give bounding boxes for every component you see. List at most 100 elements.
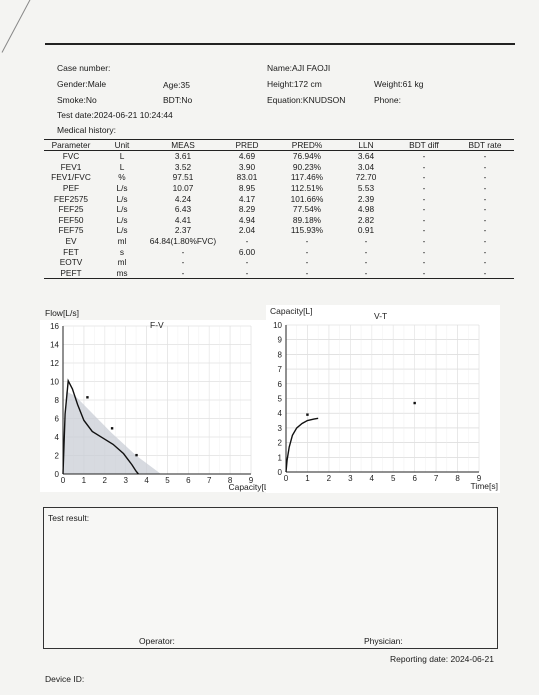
table-cell: L/s (116, 225, 128, 236)
column-header: PRED% (274, 139, 340, 151)
table-cell: 101.66% (290, 193, 324, 204)
x-tick-label: 3 (123, 476, 128, 485)
y-tick-label: 3 (278, 424, 283, 433)
y-tick-label: 10 (50, 378, 59, 387)
table-row: FEV1/FVC% 97.51 83.01 117.46% 72.70 - - (44, 172, 514, 183)
predicted-area (63, 391, 161, 474)
reporting-date: Reporting date: 2024-06-21 (390, 654, 494, 664)
table-cell: FEF2575 (53, 193, 89, 204)
table-cell: PEF (62, 183, 80, 194)
table-cell: 2.37 (174, 225, 192, 236)
table-cell: 3.52 (174, 161, 192, 172)
operator-label: Operator: (139, 636, 175, 646)
table-cell: 8.95 (238, 183, 256, 194)
column-header: BDT rate (456, 139, 514, 151)
table-cell: 3.04 (357, 161, 375, 172)
table-cell: - (422, 257, 426, 268)
table-cell: - (483, 183, 487, 194)
table-cell: 72.70 (355, 172, 377, 183)
pred-point (413, 401, 416, 405)
table-body: FVC L 3.61 4.69 76.94% 3.64- - FEV1 L 3.52 3.90 90.… (44, 151, 514, 280)
y-tick-label: 5 (278, 395, 283, 404)
y-tick-label: 14 (50, 341, 59, 350)
table-cell: % (118, 172, 126, 183)
y-tick-label: 9 (278, 336, 283, 345)
x-axis-label: Time[s] (470, 481, 498, 491)
x-tick-label: 0 (284, 474, 289, 483)
medical-history-label: Medical history: (57, 125, 117, 135)
chart-title: F-V (150, 320, 164, 330)
table-row: EOTV ml - - - - - - (44, 257, 514, 268)
table-cell: - (305, 246, 309, 257)
table-cell: - (220, 267, 274, 280)
table-row: FEF75 L/s 2.37 2.04 115.93% 0.91 - - (44, 225, 514, 236)
gender: Gender:Male (57, 79, 107, 89)
pred-point (306, 413, 309, 416)
table-header-row: Parameter Unit MEAS PRED PRED% LLN BDT diff BDT… (44, 139, 514, 151)
measured-curve (285, 417, 319, 473)
x-tick-label: 1 (82, 476, 87, 485)
table-cell: 89.18% (292, 214, 322, 225)
table-cell: EV (65, 236, 77, 247)
y-tick-label: 0 (55, 470, 60, 479)
x-tick-label: 0 (61, 476, 66, 485)
vt-chart-panel: 0 1 2 3 4 5 6 7 8 9 10 9 8 7 6 5 4 3 2 1 0 V-T Time[s] Capacity… (266, 305, 500, 493)
header-rule (45, 43, 515, 45)
table-cell: L/s (116, 204, 128, 215)
table-cell: 6.43 (174, 204, 192, 215)
table-cell: - (392, 267, 456, 280)
table-cell: 2.82 (357, 214, 375, 225)
measured-curve (62, 378, 139, 475)
table-cell: 4.94 (238, 214, 256, 225)
patient-name: Name:AJI FAOJI (267, 63, 331, 73)
table-cell: - (483, 246, 487, 257)
table-cell: - (456, 267, 514, 280)
table-cell: 4.69 (238, 151, 256, 162)
table-cell: - (422, 214, 426, 225)
table-cell: 8.29 (238, 204, 256, 215)
table-cell: - (340, 267, 392, 280)
table-cell: - (483, 214, 487, 225)
pred-point (135, 453, 138, 457)
table-cell: FEV1 (60, 161, 82, 172)
y-tick-label: 1 (278, 453, 283, 462)
table-cell: 83.01 (236, 172, 258, 183)
table-cell: FVC (62, 151, 80, 162)
table-cell: 115.93% (290, 225, 324, 236)
x-tick-label: 3 (348, 474, 353, 483)
table-cell: - (274, 267, 340, 280)
table-cell: 3.64 (357, 151, 375, 162)
table-cell: 77.54% (292, 204, 322, 215)
table-cell: - (422, 204, 426, 215)
table-row: PEFT ms - - - - - - (44, 267, 514, 280)
table-cell: L/s (116, 183, 128, 194)
table-cell: - (483, 225, 487, 236)
table-cell: - (305, 257, 309, 268)
y-tick-label: 16 (50, 322, 59, 331)
table-cell: - (422, 225, 426, 236)
table-cell: 2.04 (238, 225, 256, 236)
x-tick-label: 4 (370, 474, 375, 483)
table-cell: - (364, 257, 368, 268)
table-cell: FET (63, 246, 79, 257)
x-tick-label: 6 (412, 474, 417, 483)
table-cell: - (181, 257, 185, 268)
table-row: EV ml 64.84(1.80%FVC) - - - - - (44, 236, 514, 247)
table-cell: FEF75 (58, 225, 84, 236)
x-tick-label: 1 (305, 474, 310, 483)
x-tick-label: 6 (186, 476, 191, 485)
smoke: Smoke:No (57, 95, 97, 105)
table-cell: - (422, 193, 426, 204)
case-number-label: Case number: (57, 63, 111, 73)
table-cell: - (422, 161, 426, 172)
x-tick-label: 9 (249, 476, 254, 485)
table-cell: - (483, 204, 487, 215)
y-tick-label: 6 (278, 380, 283, 389)
y-tick-label: 2 (55, 452, 60, 461)
table-cell: 3.90 (238, 161, 256, 172)
test-result-label: Test result: (48, 513, 90, 523)
x-tick-label: 2 (103, 476, 108, 485)
y-tick-label: 4 (55, 433, 60, 442)
x-axis-label: Capacity[L] (228, 482, 266, 492)
